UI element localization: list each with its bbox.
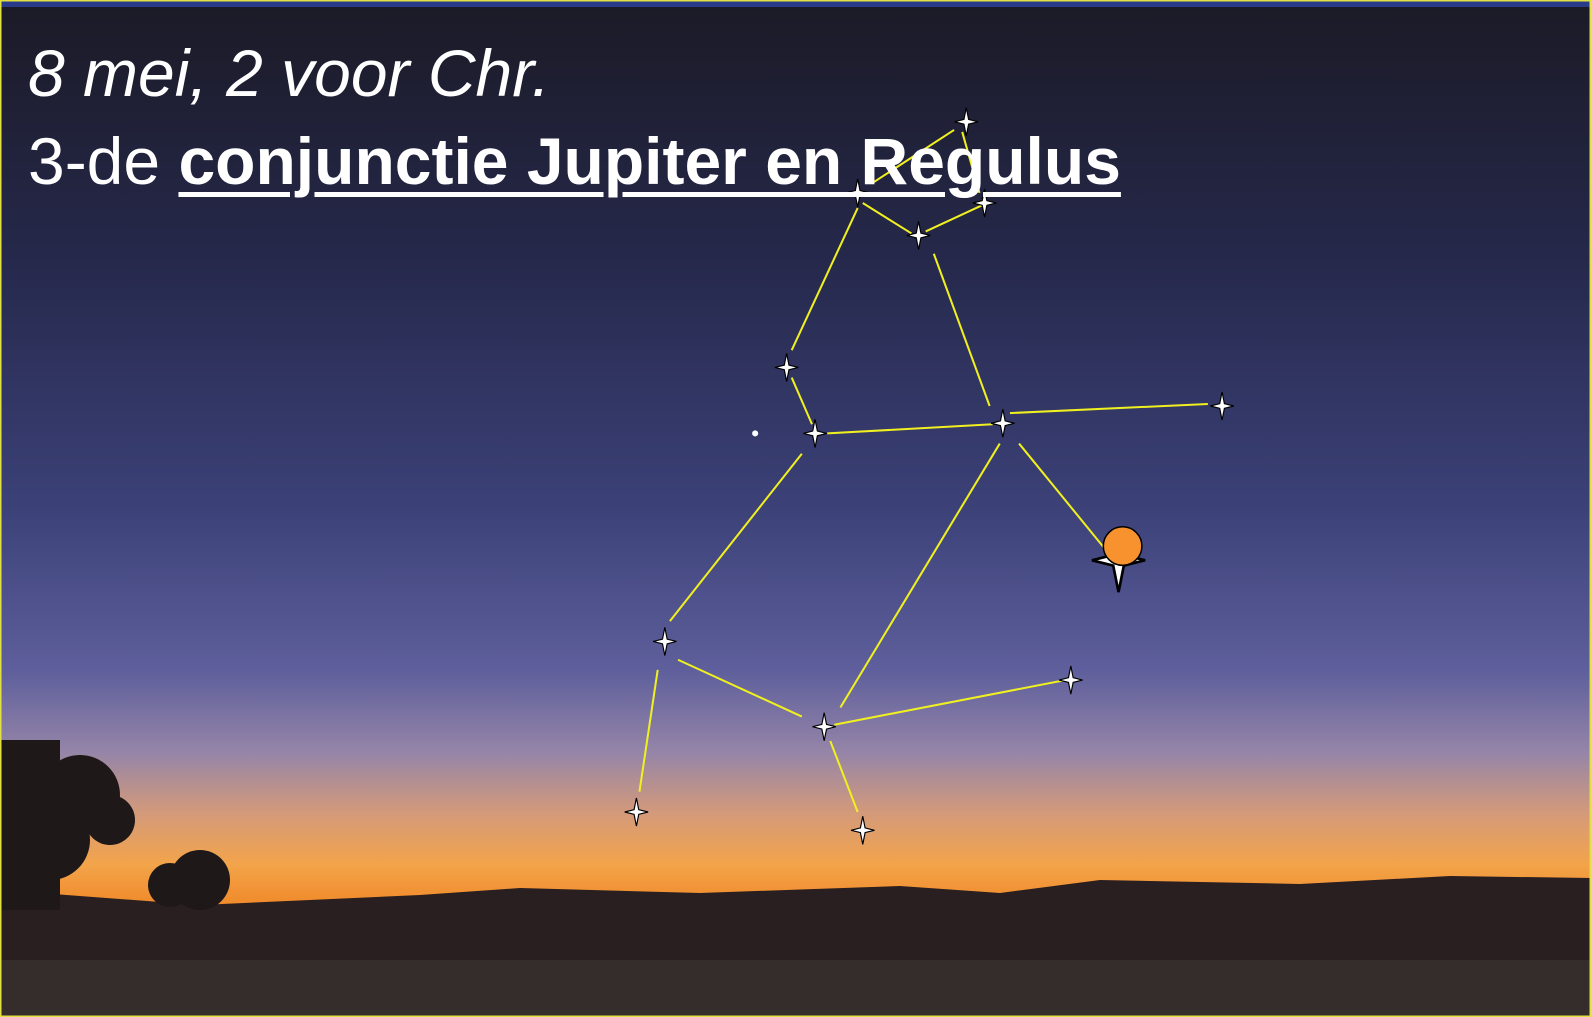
title: 3-de conjunctie Jupiter en Regulus <box>28 128 1121 194</box>
title-prefix: 3-de <box>28 124 160 198</box>
slide: 8 mei, 2 voor Chr. 3-de conjunctie Jupit… <box>0 0 1591 1017</box>
title-emphasis: conjunctie Jupiter en Regulus <box>178 124 1120 198</box>
ground <box>0 960 1591 1017</box>
faint-star <box>752 430 758 436</box>
jupiter <box>1103 527 1142 566</box>
date-line: 8 mei, 2 voor Chr. <box>28 40 550 106</box>
